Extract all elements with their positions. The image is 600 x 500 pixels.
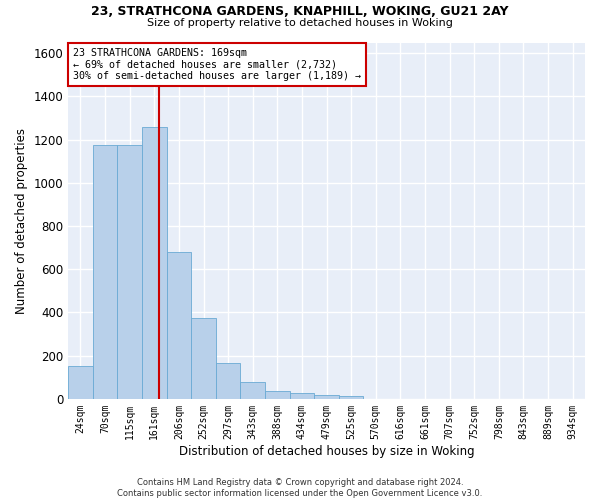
Bar — [68, 366, 93, 399]
Bar — [216, 363, 241, 399]
X-axis label: Distribution of detached houses by size in Woking: Distribution of detached houses by size … — [179, 444, 475, 458]
Bar — [314, 394, 339, 399]
Bar — [93, 145, 118, 399]
Bar — [191, 318, 216, 399]
Text: 23 STRATHCONA GARDENS: 169sqm
← 69% of detached houses are smaller (2,732)
30% o: 23 STRATHCONA GARDENS: 169sqm ← 69% of d… — [73, 48, 361, 81]
Bar — [142, 126, 167, 399]
Bar — [241, 382, 265, 399]
Bar — [167, 252, 191, 399]
Text: Contains HM Land Registry data © Crown copyright and database right 2024.
Contai: Contains HM Land Registry data © Crown c… — [118, 478, 482, 498]
Y-axis label: Number of detached properties: Number of detached properties — [15, 128, 28, 314]
Bar — [290, 394, 314, 399]
Bar — [118, 145, 142, 399]
Bar — [339, 396, 364, 399]
Text: 23, STRATHCONA GARDENS, KNAPHILL, WOKING, GU21 2AY: 23, STRATHCONA GARDENS, KNAPHILL, WOKING… — [91, 5, 509, 18]
Bar — [265, 392, 290, 399]
Text: Size of property relative to detached houses in Woking: Size of property relative to detached ho… — [147, 18, 453, 28]
